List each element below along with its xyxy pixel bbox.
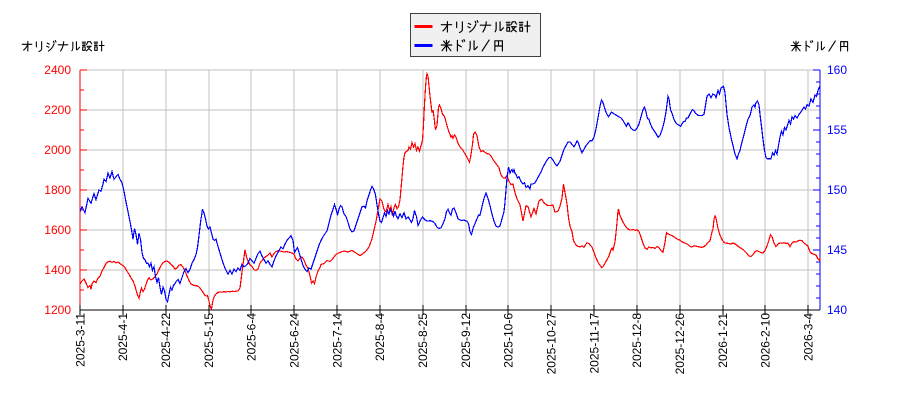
svg-text:2025-6-4: 2025-6-4 bbox=[245, 313, 259, 361]
svg-text:2025-12-26: 2025-12-26 bbox=[673, 313, 687, 375]
svg-text:1400: 1400 bbox=[44, 263, 71, 277]
svg-text:2026-3-4: 2026-3-4 bbox=[802, 313, 816, 361]
svg-text:2026-1-21: 2026-1-21 bbox=[716, 313, 730, 368]
svg-text:1800: 1800 bbox=[44, 183, 71, 197]
svg-text:2025-4-1: 2025-4-1 bbox=[116, 313, 130, 361]
svg-text:160: 160 bbox=[827, 63, 847, 77]
svg-text:2025-7-14: 2025-7-14 bbox=[330, 313, 344, 368]
svg-text:2200: 2200 bbox=[44, 103, 71, 117]
svg-text:2025-8-25: 2025-8-25 bbox=[416, 313, 430, 368]
svg-text:2025-4-22: 2025-4-22 bbox=[159, 313, 173, 368]
svg-text:145: 145 bbox=[827, 243, 847, 257]
svg-text:2025-12-8: 2025-12-8 bbox=[630, 313, 644, 368]
svg-text:155: 155 bbox=[827, 123, 847, 137]
svg-text:2025-8-4: 2025-8-4 bbox=[373, 313, 387, 361]
svg-text:2400: 2400 bbox=[44, 63, 71, 77]
svg-text:1200: 1200 bbox=[44, 303, 71, 317]
svg-text:2025-9-12: 2025-9-12 bbox=[459, 313, 473, 368]
svg-text:2025-3-11: 2025-3-11 bbox=[73, 313, 87, 367]
svg-text:2026-2-10: 2026-2-10 bbox=[759, 313, 773, 368]
svg-text:2025-10-27: 2025-10-27 bbox=[545, 313, 559, 375]
svg-text:150: 150 bbox=[827, 183, 847, 197]
svg-text:2000: 2000 bbox=[44, 143, 71, 157]
svg-text:2025-6-24: 2025-6-24 bbox=[288, 313, 302, 368]
svg-text:2025-10-6: 2025-10-6 bbox=[502, 313, 516, 368]
svg-text:2025-11-17: 2025-11-17 bbox=[587, 313, 601, 374]
svg-text:2025-5-15: 2025-5-15 bbox=[202, 313, 216, 368]
svg-text:140: 140 bbox=[827, 303, 847, 317]
svg-text:1600: 1600 bbox=[44, 223, 71, 237]
